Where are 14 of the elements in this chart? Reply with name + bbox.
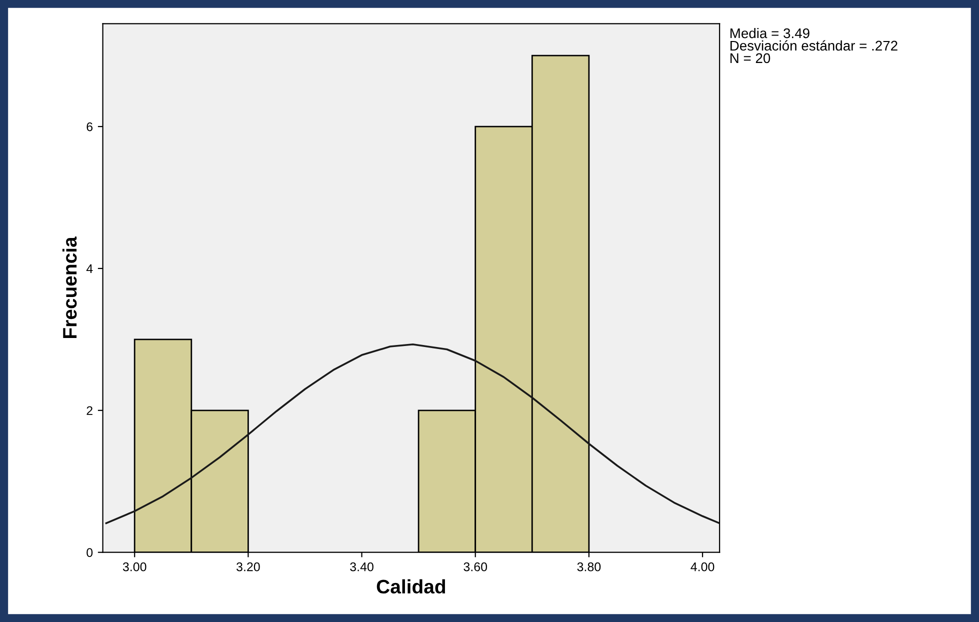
y-axis-title: Frecuencia (62, 236, 77, 338)
text: Media = 3.49 Desviación estándar = .272 N = 20 (730, 28, 898, 64)
y-tick-label: 0 (86, 548, 93, 557)
y-tick-label: 4 (86, 264, 93, 273)
y-tick-label: 6 (86, 122, 93, 132)
x-tick-label: 3.00 (122, 562, 146, 572)
x-tick-label: 3.60 (464, 562, 488, 572)
x-tick-label: 3.40 (350, 562, 374, 572)
x-tick-label: 3.80 (577, 562, 601, 572)
x-tick-label: 4.00 (690, 562, 714, 572)
x-tick-label: 3.20 (236, 562, 260, 572)
x-axis-title: Calidad (376, 579, 446, 594)
y-tick-label: 2 (86, 406, 92, 415)
line-series (105, 344, 720, 524)
